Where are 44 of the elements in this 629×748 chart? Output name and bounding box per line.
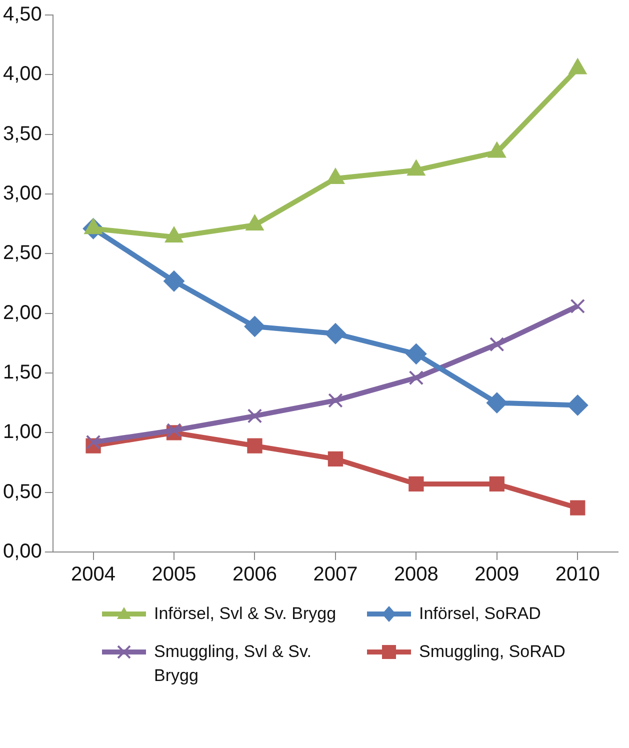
y-tick-label: 2,50	[2, 242, 42, 264]
y-tick-label: 1,00	[2, 421, 42, 444]
x-tick-label: 2007	[313, 564, 358, 586]
point	[567, 394, 588, 416]
point	[328, 451, 344, 466]
point	[486, 392, 508, 414]
y-tick-label: 4,50	[2, 4, 42, 26]
legend-label: Smuggling, Svl & Sv. Brygg	[154, 641, 312, 687]
point	[408, 370, 424, 386]
y-tick-label: 0,00	[2, 540, 42, 563]
point	[489, 476, 504, 492]
point	[326, 168, 345, 184]
point	[408, 476, 424, 492]
x-tick-label: 2004	[71, 564, 116, 586]
y-tick-label: 1,50	[2, 362, 42, 384]
point	[407, 160, 426, 176]
point	[164, 226, 184, 242]
x-tick-label: 2009	[474, 564, 520, 586]
point	[244, 316, 266, 337]
point	[570, 298, 585, 314]
x-tick-label: 2005	[152, 564, 196, 586]
legend-label: Införsel, Svl & Sv. Brygg	[154, 603, 338, 625]
point	[488, 142, 506, 158]
point	[568, 58, 587, 74]
point	[406, 343, 427, 364]
point	[328, 393, 343, 408]
point	[490, 336, 504, 352]
legend-label: Införsel, SoRAD	[419, 603, 542, 625]
point	[164, 270, 185, 292]
x-tick-label: 2006	[232, 564, 277, 586]
point	[324, 323, 346, 344]
y-tick-label: 4,00	[2, 63, 42, 86]
point	[246, 214, 264, 231]
y-tick-label: 3,00	[2, 182, 42, 205]
x-tick-label: 2008	[394, 564, 438, 586]
y-tick-label: 0,50	[2, 480, 42, 503]
point	[247, 438, 262, 454]
point	[86, 434, 101, 450]
legend-label: Smuggling, SoRAD	[419, 641, 566, 663]
x-tick-label: 2010	[555, 564, 600, 586]
point	[247, 408, 262, 424]
y-tick-label: 3,50	[2, 122, 42, 145]
point	[570, 500, 586, 516]
y-tick-label: 2,00	[2, 302, 42, 324]
